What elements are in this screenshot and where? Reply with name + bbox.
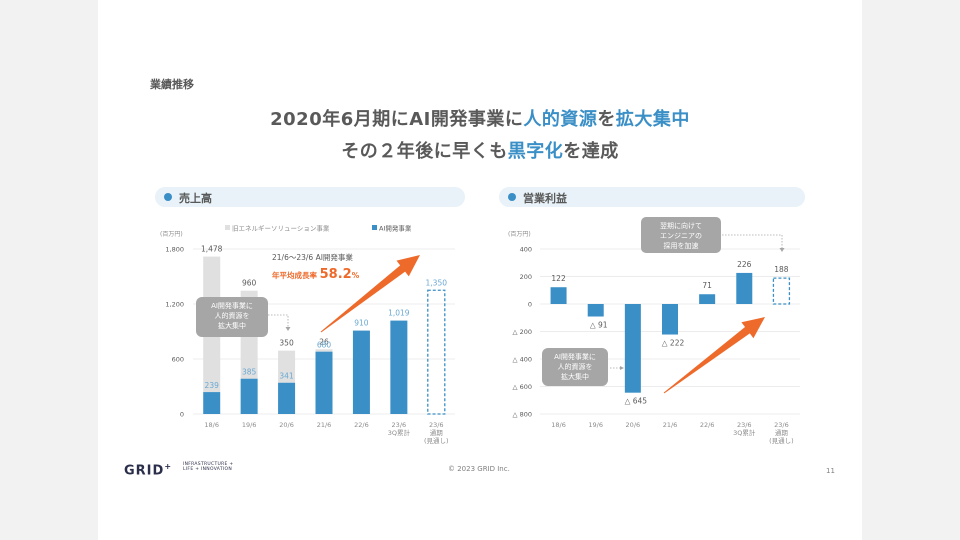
headline-line-1: 2020年6月期にAI開発事業に人的資源を拡大集中 — [98, 105, 862, 131]
tagline-line-2: LIFE + INNOVATION — [183, 467, 233, 472]
logo-text: GRID — [124, 463, 165, 479]
logo-tagline: INFRASTRUCTURE + LIFE + INNOVATION — [183, 462, 234, 472]
section-label: 業績推移 — [150, 78, 194, 91]
tagline-line-1: INFRASTRUCTURE + — [183, 462, 234, 467]
headline-1-segment: 2020年6月期にAI開発事業に — [270, 109, 524, 130]
headline-1-segment: 人的資源 — [523, 109, 598, 130]
copyright: © 2023 GRID Inc. — [448, 465, 510, 473]
operating-profit-panel-title: 営業利益 — [523, 192, 567, 205]
grid-logo: GRID+ — [124, 462, 172, 478]
bullet-dot-icon — [164, 193, 172, 201]
bullet-dot-icon — [508, 193, 516, 201]
slide — [98, 0, 862, 540]
headline-1-segment: 拡大集中 — [615, 109, 690, 130]
operating-profit-panel-header: 営業利益 — [499, 187, 805, 207]
revenue-panel-header: 売上高 — [155, 187, 465, 207]
headline-2-segment: を達成 — [563, 141, 619, 162]
headline-1-segment: を — [597, 109, 616, 130]
headline-2-segment: その２年後に早くも — [341, 141, 508, 162]
revenue-panel-title: 売上高 — [179, 192, 212, 205]
logo-plus: + — [164, 462, 173, 471]
headline-2-segment: 黒字化 — [507, 141, 564, 162]
page-number: 11 — [826, 467, 835, 475]
headline-line-2: その２年後に早くも黒字化を達成 — [98, 137, 862, 163]
